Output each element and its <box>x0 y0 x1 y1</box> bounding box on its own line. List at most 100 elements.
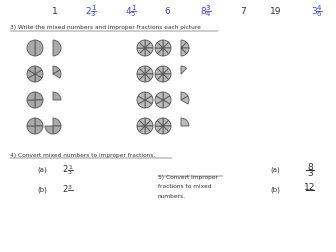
Wedge shape <box>145 74 151 82</box>
Text: 1: 1 <box>52 7 58 16</box>
Text: 3: 3 <box>307 169 313 177</box>
Text: 3: 3 <box>68 170 72 175</box>
Wedge shape <box>35 40 43 56</box>
Text: 1: 1 <box>68 165 72 170</box>
Wedge shape <box>181 48 187 56</box>
Text: 5: 5 <box>131 11 135 16</box>
Wedge shape <box>138 92 145 100</box>
Wedge shape <box>181 92 188 100</box>
Text: (a): (a) <box>37 167 47 173</box>
Wedge shape <box>53 92 61 100</box>
Wedge shape <box>155 42 163 48</box>
Wedge shape <box>145 126 151 134</box>
Wedge shape <box>157 40 163 48</box>
Text: 4: 4 <box>317 6 321 12</box>
Wedge shape <box>145 96 153 104</box>
Wedge shape <box>137 42 145 48</box>
Wedge shape <box>155 48 163 54</box>
Wedge shape <box>145 126 153 132</box>
Wedge shape <box>45 126 53 134</box>
Wedge shape <box>139 74 145 82</box>
Wedge shape <box>28 66 35 74</box>
Wedge shape <box>145 92 152 100</box>
Wedge shape <box>145 42 153 48</box>
Wedge shape <box>145 120 153 126</box>
Text: 4) Convert mixed numbers to improper fractions.: 4) Convert mixed numbers to improper fra… <box>10 152 155 158</box>
Wedge shape <box>27 118 35 126</box>
Wedge shape <box>163 48 171 54</box>
Wedge shape <box>181 42 189 48</box>
Wedge shape <box>157 118 163 126</box>
Wedge shape <box>53 118 61 126</box>
Wedge shape <box>157 48 163 56</box>
Wedge shape <box>35 66 42 74</box>
Text: 1: 1 <box>91 6 95 12</box>
Wedge shape <box>163 126 169 134</box>
Wedge shape <box>181 40 187 48</box>
Text: numbers.: numbers. <box>158 194 186 199</box>
Text: 3: 3 <box>206 6 210 12</box>
Wedge shape <box>163 100 170 108</box>
Wedge shape <box>163 42 171 48</box>
Wedge shape <box>137 120 145 126</box>
Text: 19: 19 <box>270 7 282 16</box>
Text: 6: 6 <box>317 11 321 16</box>
Wedge shape <box>53 70 61 78</box>
Text: 1: 1 <box>131 6 135 12</box>
Text: fractions to mixed: fractions to mixed <box>158 184 211 190</box>
Text: 3: 3 <box>91 11 95 16</box>
Wedge shape <box>163 48 169 56</box>
Wedge shape <box>137 48 145 54</box>
Wedge shape <box>53 126 61 134</box>
Wedge shape <box>139 118 145 126</box>
Wedge shape <box>157 74 163 82</box>
Text: 4: 4 <box>206 11 210 16</box>
Wedge shape <box>145 100 152 108</box>
Wedge shape <box>139 48 145 56</box>
Wedge shape <box>35 74 42 82</box>
Wedge shape <box>155 74 163 80</box>
Wedge shape <box>138 100 145 108</box>
Wedge shape <box>53 40 61 56</box>
Text: 2: 2 <box>62 185 68 195</box>
Text: 6: 6 <box>164 7 170 16</box>
Wedge shape <box>139 126 145 134</box>
Wedge shape <box>155 96 163 104</box>
Wedge shape <box>28 74 35 82</box>
Wedge shape <box>155 68 163 74</box>
Text: 12: 12 <box>304 182 316 192</box>
Wedge shape <box>139 40 145 48</box>
Text: (b): (b) <box>37 187 47 193</box>
Wedge shape <box>35 118 43 126</box>
Wedge shape <box>157 126 163 134</box>
Wedge shape <box>27 92 35 100</box>
Wedge shape <box>145 68 153 74</box>
Wedge shape <box>163 66 169 74</box>
Wedge shape <box>157 66 163 74</box>
Text: (a): (a) <box>270 167 280 173</box>
Text: 3: 3 <box>311 7 317 16</box>
Wedge shape <box>137 74 145 80</box>
Wedge shape <box>163 68 171 74</box>
Wedge shape <box>145 48 153 54</box>
Wedge shape <box>139 66 145 74</box>
Wedge shape <box>137 96 145 104</box>
Wedge shape <box>155 126 163 132</box>
Text: 8: 8 <box>307 163 313 172</box>
Wedge shape <box>163 120 171 126</box>
Wedge shape <box>35 70 43 78</box>
Text: 7: 7 <box>240 7 246 16</box>
Wedge shape <box>27 126 35 134</box>
Wedge shape <box>145 74 153 80</box>
Text: 4: 4 <box>125 7 131 16</box>
Wedge shape <box>35 92 43 100</box>
Wedge shape <box>53 66 60 74</box>
Text: 3: 3 <box>68 185 72 190</box>
Wedge shape <box>181 118 189 126</box>
Wedge shape <box>35 126 43 134</box>
Wedge shape <box>155 120 163 126</box>
Wedge shape <box>181 96 189 104</box>
Text: 2: 2 <box>85 7 91 16</box>
Wedge shape <box>145 40 151 48</box>
Wedge shape <box>163 74 171 80</box>
